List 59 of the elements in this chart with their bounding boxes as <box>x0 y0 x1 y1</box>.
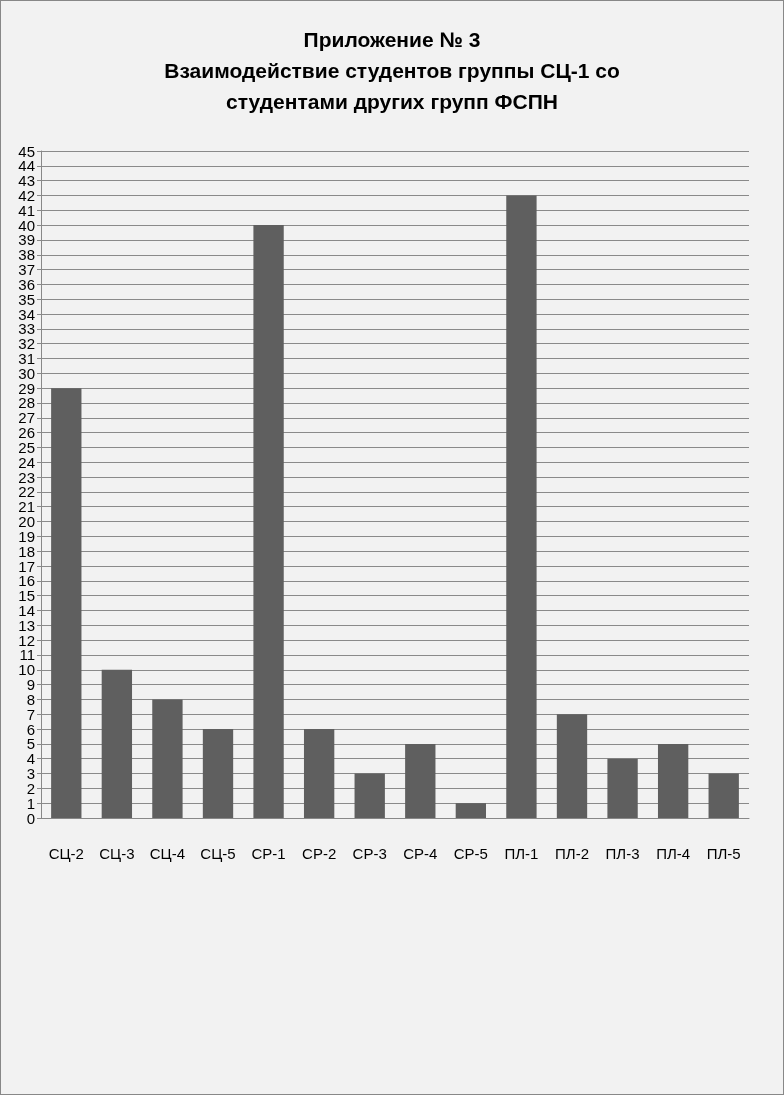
y-tick-label: 17 <box>18 557 35 575</box>
y-tick-label: 4 <box>26 750 35 768</box>
x-tick-label: СЦ-3 <box>99 845 135 862</box>
y-tick-label: 40 <box>18 216 35 234</box>
y-tick-label: 0 <box>26 809 35 827</box>
bar <box>354 773 385 818</box>
y-tick-label: 34 <box>18 305 35 323</box>
bar <box>708 773 739 818</box>
y-tick-label: 12 <box>18 631 35 649</box>
bar <box>101 669 133 818</box>
y-tick-label: 32 <box>18 335 35 353</box>
y-tick-label: 21 <box>18 498 35 516</box>
x-tick-label: СЦ-4 <box>149 845 186 862</box>
y-tick-label: 13 <box>18 616 35 634</box>
y-tick-label: 1 <box>26 794 35 812</box>
x-tick-label: ПЛ-2 <box>555 845 589 862</box>
bar <box>657 743 689 818</box>
y-tick-label: 23 <box>18 468 35 486</box>
y-tick-label: 5 <box>26 735 35 753</box>
y-tick-label: 41 <box>18 201 35 219</box>
bar <box>51 388 82 818</box>
y-tick-label: 24 <box>18 453 35 471</box>
bar <box>202 729 234 818</box>
y-tick-label: 16 <box>18 572 35 590</box>
bar <box>607 758 638 818</box>
x-tick-label: СЦ-5 <box>200 845 236 862</box>
y-tick-label: 28 <box>18 394 35 412</box>
y-tick-label: 33 <box>18 320 35 338</box>
bar <box>506 195 537 818</box>
y-tick-label: 22 <box>18 483 35 501</box>
bar <box>556 714 588 818</box>
y-tick-label: 35 <box>18 290 35 308</box>
y-tick-label: 44 <box>18 157 35 175</box>
x-tick-label: СР-2 <box>302 845 337 862</box>
bar <box>303 729 335 818</box>
y-tick-label: 10 <box>18 661 35 679</box>
x-tick-label: СР-1 <box>251 845 286 862</box>
y-tick-label: 7 <box>26 705 35 723</box>
x-tick-label: СР-3 <box>352 845 387 862</box>
bar <box>405 743 436 818</box>
x-tick-label: ПЛ-1 <box>504 845 539 862</box>
x-tick-label: СЦ-2 <box>48 845 84 862</box>
y-tick-label: 6 <box>26 720 35 738</box>
y-tick-label: 38 <box>18 246 35 264</box>
y-tick-label: 27 <box>18 409 35 427</box>
y-tick-label: 45 <box>18 142 35 160</box>
x-tick-label: СР-5 <box>453 845 488 862</box>
bar <box>253 225 284 818</box>
x-tick-label: ПЛ-4 <box>656 845 691 862</box>
x-tick-label: ПЛ-3 <box>605 845 640 862</box>
y-tick-label: 18 <box>18 542 35 560</box>
bar <box>455 803 487 818</box>
x-tick-label: ПЛ-5 <box>706 845 741 862</box>
x-tick-label: СР-4 <box>403 845 438 862</box>
chart-title: Приложение № 3 Взаимодействие студентов группы СЦ-1 со студентами других групп ФСПН <box>164 28 620 113</box>
y-tick-label: 29 <box>18 379 35 397</box>
bar <box>152 699 183 818</box>
y-tick-label: 11 <box>19 646 35 664</box>
y-tick-label: 39 <box>18 231 35 249</box>
